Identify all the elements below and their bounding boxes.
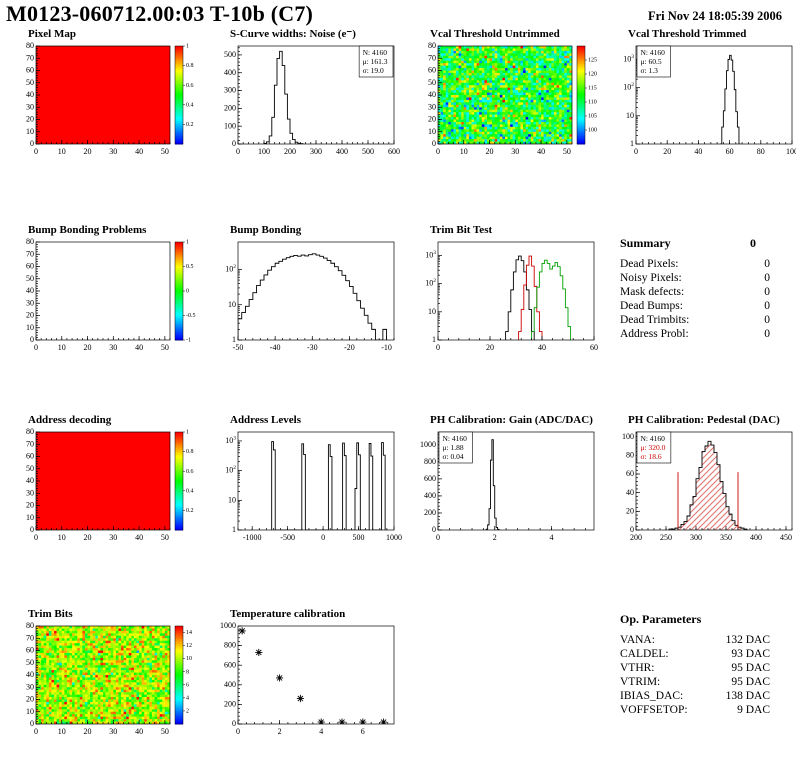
panel-ph-pedestal: PH Calibration: Pedestal (DAC): [608, 414, 796, 547]
trim-bit-test-canvas: [410, 237, 610, 357]
op-param-label: IBIAS_DAC:: [620, 690, 684, 702]
summary-row: Mask defects: 0: [620, 285, 770, 299]
summary-label: Mask defects:: [620, 286, 685, 298]
op-param-label: CALDEL:: [620, 648, 669, 660]
panel-scurve-noise: S-Curve widths: Noise (e⁻): [210, 28, 410, 161]
summary-row: Noisy Pixels: 0: [620, 271, 770, 285]
op-param-row: VOFFSETOP: 9 DAC: [620, 703, 770, 717]
summary-label: Noisy Pixels:: [620, 272, 682, 284]
op-param-row: IBIAS_DAC: 138 DAC: [620, 689, 770, 703]
chart-title: Bump Bonding: [230, 224, 302, 236]
panel-address-levels: Address Levels: [210, 414, 410, 547]
op-param-label: VTRIM:: [620, 676, 661, 688]
bump-bonding-problems-canvas: [8, 237, 208, 357]
chart-title: Vcal Threshold Untrimmed: [430, 28, 560, 40]
panel-vcal-untrimmed: Vcal Threshold Untrimmed: [410, 28, 610, 161]
op-param-row: VANA: 132 DAC: [620, 633, 770, 647]
summary-panel: Summary 0 Dead Pixels: 0 Noisy Pixels: 0 Mas…: [620, 236, 770, 341]
summary-label: Dead Pixels:: [620, 258, 679, 270]
op-param-value: 95 DAC: [731, 676, 770, 688]
vcal-untrimmed-canvas: [410, 41, 610, 161]
op-param-value: 93 DAC: [731, 648, 770, 660]
op-param-row: VTRIM: 95 DAC: [620, 675, 770, 689]
summary-value: 0: [764, 272, 770, 284]
panel-pixel-map: Pixel Map: [8, 28, 208, 161]
op-parameters-title: Op. Parameters: [620, 612, 702, 626]
panel-address-decoding: Address decoding: [8, 414, 208, 547]
chart-title: Address Levels: [230, 414, 301, 426]
summary-title: Summary: [620, 236, 671, 250]
chart-title: PH Calibration: Gain (ADC/DAC): [430, 414, 593, 426]
op-parameters-panel: Op. Parameters VANA: 132 DAC CALDEL: 93 DAC…: [620, 612, 770, 717]
chart-title: Bump Bonding Problems: [28, 224, 147, 236]
op-param-row: CALDEL: 93 DAC: [620, 647, 770, 661]
panel-trim-bits: Trim Bits: [8, 608, 208, 741]
timestamp: Fri Nov 24 18:05:39 2006: [647, 9, 782, 23]
chart-title: Pixel Map: [28, 28, 76, 40]
summary-label: Address Probl:: [620, 328, 689, 340]
vcal-trimmed-canvas: [608, 41, 796, 161]
pixel-map-canvas: [8, 41, 208, 161]
ph-gain-canvas: [410, 427, 610, 547]
op-param-label: VANA:: [620, 634, 655, 646]
op-parameters-rows: VANA: 132 DAC CALDEL: 93 DAC VTHR: 95 DAC VTRI…: [620, 633, 770, 717]
summary-value: 0: [764, 314, 770, 326]
chart-title: Address decoding: [28, 414, 112, 426]
op-param-row: VTHR: 95 DAC: [620, 661, 770, 675]
op-param-value: 138 DAC: [725, 690, 770, 702]
panel-trim-bit-test: Trim Bit Test: [410, 224, 610, 357]
chart-title: Trim Bits: [28, 608, 73, 620]
address-levels-canvas: [210, 427, 410, 547]
scurve-noise-canvas: [210, 41, 410, 161]
trim-bits-canvas: [8, 621, 208, 741]
summary-value: 0: [764, 286, 770, 298]
chart-title: Trim Bit Test: [430, 224, 493, 236]
op-param-value: 132 DAC: [725, 634, 770, 646]
summary-value: 0: [764, 300, 770, 312]
summary-value: 0: [764, 258, 770, 270]
chart-title: PH Calibration: Pedestal (DAC): [628, 414, 780, 426]
summary-row: Address Probl: 0: [620, 327, 770, 341]
bump-bonding-canvas: [210, 237, 410, 357]
panel-temperature-calibration: Temperature calibration: [210, 608, 410, 741]
summary-row: Dead Pixels: 0: [620, 257, 770, 271]
panel-ph-gain: PH Calibration: Gain (ADC/DAC): [410, 414, 610, 547]
summary-row: Dead Trimbits: 0: [620, 313, 770, 327]
address-decoding-canvas: [8, 427, 208, 547]
panel-bump-bonding-problems: Bump Bonding Problems: [8, 224, 208, 357]
summary-value: 0: [764, 328, 770, 340]
op-param-value: 9 DAC: [737, 704, 770, 716]
chart-title: Temperature calibration: [230, 608, 346, 620]
panel-bump-bonding: Bump Bonding: [210, 224, 410, 357]
chart-title: Vcal Threshold Trimmed: [628, 28, 747, 40]
summary-label: Dead Bumps:: [620, 300, 683, 312]
op-param-label: VTHR:: [620, 662, 655, 674]
panel-vcal-trimmed: Vcal Threshold Trimmed: [608, 28, 796, 161]
page-title: M0123-060712.00:03 T-10b (C7): [6, 1, 314, 26]
summary-label: Dead Trimbits:: [620, 314, 690, 326]
ph-pedestal-canvas: [608, 427, 796, 547]
temperature-calibration-canvas: [210, 621, 410, 741]
op-param-label: VOFFSETOP:: [620, 704, 688, 716]
chart-title: S-Curve widths: Noise (e⁻): [230, 28, 356, 40]
summary-rows: Dead Pixels: 0 Noisy Pixels: 0 Mask defects:…: [620, 257, 770, 341]
summary-total: 0: [750, 236, 756, 250]
op-param-value: 95 DAC: [731, 662, 770, 674]
summary-row: Dead Bumps: 0: [620, 299, 770, 313]
